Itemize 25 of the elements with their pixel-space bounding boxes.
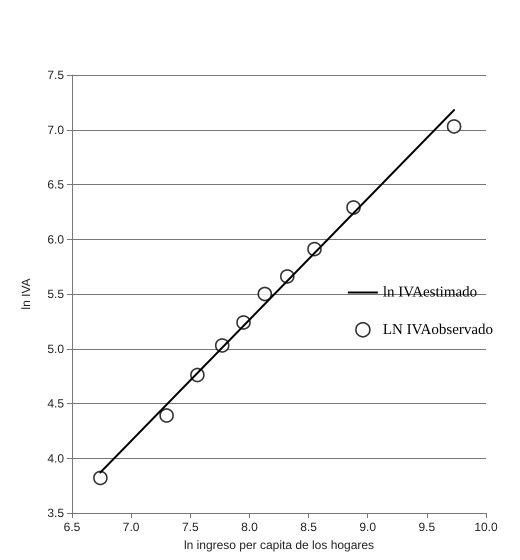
point [258,286,272,302]
legend-label: LN IVAobservado [382,322,494,338]
point [93,470,108,486]
y-tick-label: 5.0 [47,342,64,356]
x-tick-label: 8.0 [241,520,258,534]
y-tick-label: 7.5 [47,68,64,82]
y-tick-label: 6.5 [47,178,64,192]
x-tick-label: 7.5 [182,520,199,534]
y-axis-title: ln IVA [19,278,33,310]
y-tick-label: 7.0 [47,122,64,137]
x-tick-label: 6.5 [64,520,81,534]
y-tick-label: 4.5 [47,396,64,410]
y-tick-label: 3.5 [47,506,64,520]
x-tick-label: 7.0 [122,520,140,534]
y-tick-label: 4.0 [47,451,64,466]
point [159,408,174,423]
x-axis-title: ln ingreso per capita de los hogares [184,538,374,552]
x-tick-label: 9.5 [418,520,436,534]
x-tick-label: 9.0 [359,520,376,534]
y-tick-label: 5.5 [47,287,64,301]
x-tick-label: 10.0 [474,520,498,534]
x-tick-label: 8.5 [300,520,318,534]
y-tick-label: 6.0 [47,232,64,246]
point [446,119,462,134]
legend-label: ln IVAestimado [382,284,478,300]
